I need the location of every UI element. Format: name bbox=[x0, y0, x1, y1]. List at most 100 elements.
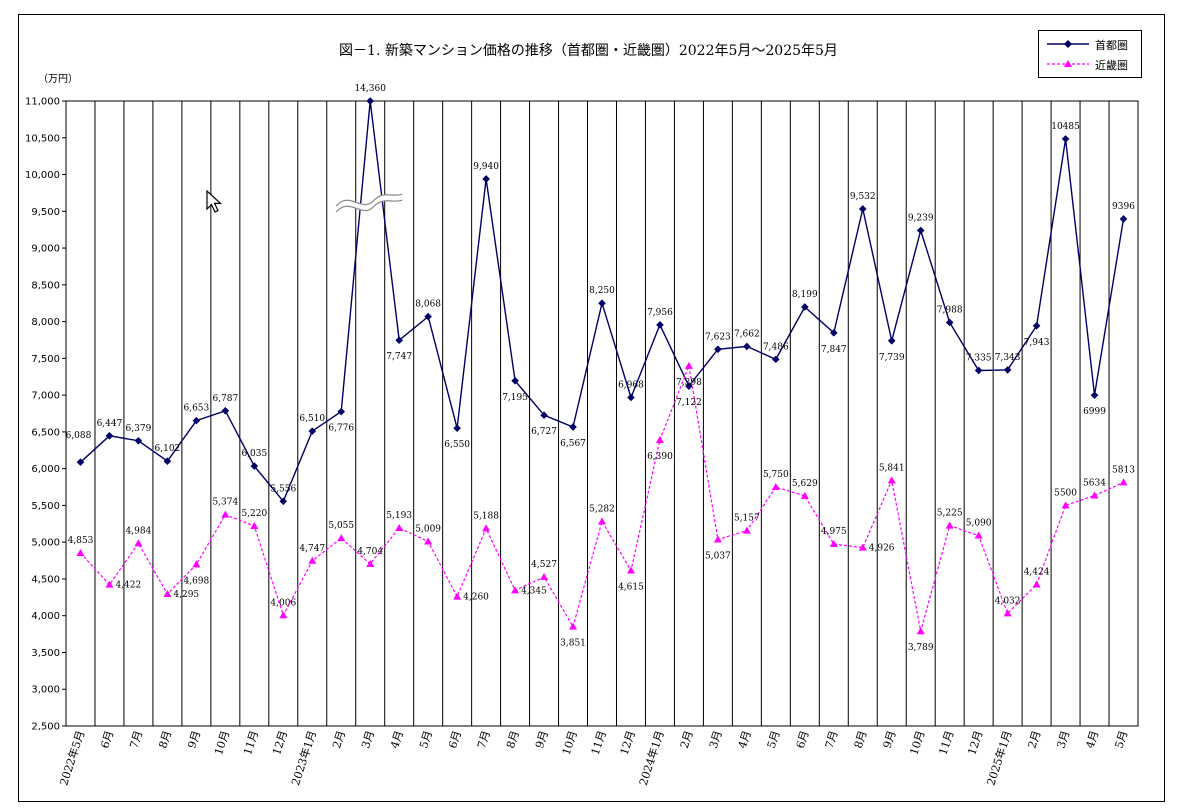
y-tick-label: 3,500 bbox=[31, 648, 60, 659]
data-label-tokyo: 9,532 bbox=[850, 192, 876, 202]
legend: 首都圏 近畿圏 bbox=[1038, 30, 1142, 78]
x-tick-label: 2022年5月 bbox=[56, 729, 87, 788]
data-label-kinki: 5,037 bbox=[705, 551, 731, 561]
data-point-kinki bbox=[134, 539, 143, 547]
data-label-kinki: 7,398 bbox=[676, 378, 702, 388]
data-label-tokyo: 7,747 bbox=[386, 352, 412, 362]
data-point-tokyo bbox=[743, 342, 751, 351]
data-point-kinki bbox=[105, 580, 114, 588]
x-tick-label: 2月 bbox=[1026, 729, 1044, 750]
data-label-kinki: 4,698 bbox=[183, 576, 209, 586]
data-point-tokyo bbox=[974, 366, 983, 375]
data-point-tokyo bbox=[1061, 135, 1070, 143]
legend-swatch-kinki bbox=[1047, 60, 1089, 67]
x-tick-label: 8月 bbox=[156, 729, 174, 750]
data-point-kinki bbox=[540, 572, 549, 580]
x-tick-label: 7月 bbox=[127, 729, 145, 750]
x-tick-label: 11月 bbox=[241, 729, 261, 757]
y-tick-label: 8,000 bbox=[31, 317, 60, 328]
data-point-tokyo bbox=[395, 336, 403, 344]
x-tick-label: 10月 bbox=[907, 729, 927, 757]
data-label-tokyo: 6,035 bbox=[241, 449, 267, 459]
axis-break-line-bottom bbox=[335, 199, 403, 213]
data-point-kinki bbox=[684, 361, 693, 369]
data-label-kinki: 4,926 bbox=[869, 544, 895, 554]
data-label-kinki: 5500 bbox=[1054, 488, 1077, 498]
data-label-tokyo: 7,486 bbox=[763, 342, 789, 352]
data-label-kinki: 5,193 bbox=[386, 511, 412, 521]
x-tick-label: 9月 bbox=[185, 729, 203, 750]
data-label-kinki: 4,615 bbox=[618, 582, 644, 592]
data-point-tokyo bbox=[76, 458, 85, 466]
data-label-tokyo: 6,102 bbox=[155, 444, 181, 454]
data-point-kinki bbox=[1003, 609, 1012, 617]
y-tick-label: 6,500 bbox=[31, 427, 60, 438]
data-label-tokyo: 6,653 bbox=[183, 404, 209, 414]
y-tick-label: 9,000 bbox=[31, 244, 60, 255]
x-tick-label: 7月 bbox=[823, 729, 841, 750]
data-point-tokyo bbox=[424, 312, 432, 321]
data-point-tokyo bbox=[945, 318, 954, 327]
data-label-tokyo: 7,943 bbox=[1024, 338, 1050, 348]
legend-label-tokyo: 首都圏 bbox=[1095, 39, 1128, 52]
data-label-tokyo: 6,567 bbox=[560, 439, 586, 449]
y-tick-label: 7,500 bbox=[31, 354, 60, 365]
data-point-kinki bbox=[974, 531, 983, 539]
data-point-kinki bbox=[771, 483, 780, 491]
y-tick-label: 5,000 bbox=[31, 538, 60, 549]
data-point-kinki bbox=[1061, 501, 1070, 509]
data-point-tokyo bbox=[221, 406, 230, 415]
data-label-tokyo: 6,088 bbox=[66, 431, 92, 441]
data-point-tokyo bbox=[250, 462, 259, 470]
data-label-tokyo: 6,787 bbox=[212, 394, 238, 404]
data-label-tokyo: 7,343 bbox=[995, 353, 1021, 363]
data-point-tokyo bbox=[453, 424, 461, 433]
x-tick-label: 5月 bbox=[417, 729, 435, 750]
x-tick-label: 9月 bbox=[881, 729, 899, 750]
y-tick-label: 4,000 bbox=[31, 611, 60, 622]
data-label-tokyo: 9396 bbox=[1112, 202, 1135, 212]
data-point-kinki bbox=[424, 537, 433, 545]
data-point-tokyo bbox=[1090, 391, 1099, 399]
data-point-kinki bbox=[655, 435, 664, 443]
data-point-kinki bbox=[482, 524, 491, 532]
x-tick-label: 2月 bbox=[678, 729, 696, 750]
axis-break-marker bbox=[333, 193, 404, 213]
data-point-tokyo bbox=[1003, 366, 1012, 374]
data-point-kinki bbox=[887, 476, 896, 484]
data-point-tokyo bbox=[772, 355, 780, 364]
data-label-kinki: 4,422 bbox=[115, 581, 141, 591]
y-tick-label: 4,500 bbox=[31, 574, 60, 585]
x-tick-label: 2月 bbox=[330, 729, 348, 750]
x-tick-label: 4月 bbox=[1083, 729, 1101, 750]
y-axis-tick-labels: 2,500 3,000 3,500 4,000 4,500 5,000 5,500 6,000… bbox=[25, 97, 66, 733]
data-point-kinki bbox=[192, 560, 201, 568]
data-point-tokyo bbox=[569, 423, 577, 431]
data-label-tokyo: 5,556 bbox=[270, 484, 296, 494]
data-label-kinki: 4,260 bbox=[463, 593, 489, 603]
x-tick-label: 11月 bbox=[936, 729, 956, 757]
data-point-kinki bbox=[453, 592, 462, 600]
data-label-kinki: 4,295 bbox=[173, 590, 199, 600]
data-label-tokyo: 7,623 bbox=[705, 332, 731, 342]
data-point-tokyo bbox=[163, 457, 172, 465]
data-label-tokyo: 9,940 bbox=[473, 162, 499, 172]
x-tick-label: 10月 bbox=[212, 729, 232, 757]
data-point-tokyo bbox=[656, 321, 664, 329]
data-point-tokyo bbox=[685, 382, 693, 390]
data-label-kinki: 3,789 bbox=[908, 643, 934, 653]
data-point-kinki bbox=[858, 543, 867, 551]
data-label-tokyo: 7,122 bbox=[676, 398, 702, 408]
x-tick-label: 2024年1月 bbox=[636, 729, 667, 788]
data-label-kinki: 5,055 bbox=[328, 521, 354, 531]
data-label-tokyo: 7,662 bbox=[734, 329, 760, 339]
data-label-kinki: 3,851 bbox=[560, 639, 586, 649]
x-tick-label: 12月 bbox=[965, 729, 985, 757]
y-tick-label: 10,000 bbox=[25, 170, 60, 181]
y-tick-label: 6,000 bbox=[31, 464, 60, 475]
data-label-kinki: 4,345 bbox=[521, 586, 547, 596]
data-point-tokyo bbox=[105, 431, 114, 440]
